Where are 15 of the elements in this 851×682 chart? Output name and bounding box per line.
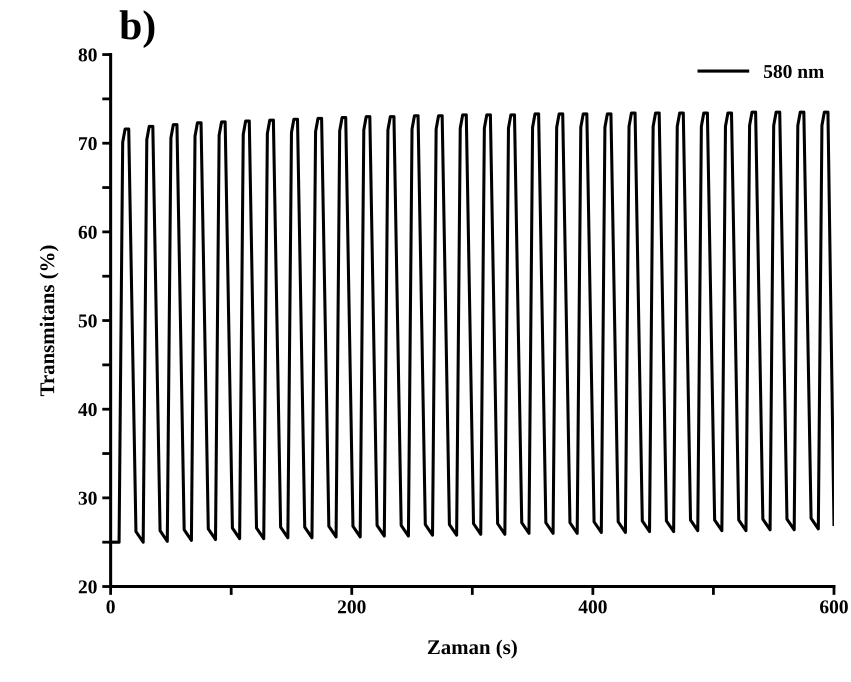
- y-tick-label: 80: [78, 48, 97, 62]
- y-tick-label: 40: [78, 403, 97, 416]
- x-tick-label: 600: [820, 600, 848, 614]
- y-tick-label: 50: [78, 314, 97, 328]
- y-tick-label: 70: [79, 137, 97, 150]
- y-tick-label: 30: [78, 492, 97, 505]
- x-tick-label: 400: [578, 600, 607, 614]
- y-tick-label: 60: [78, 226, 97, 239]
- x-tick-label: 0: [106, 600, 115, 614]
- x-axis-title: Zaman (s): [428, 640, 517, 658]
- x-tick-label: 200: [338, 600, 366, 614]
- chart-title: b): [120, 10, 154, 48]
- y-axis-title: Transmitans (%): [40, 246, 59, 396]
- legend-label: 580 nm: [764, 64, 824, 78]
- y-tick-label: 20: [78, 580, 97, 594]
